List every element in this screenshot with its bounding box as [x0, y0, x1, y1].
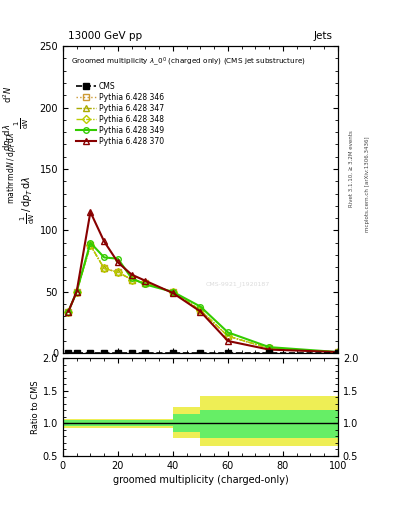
Line: Pythia 6.428 370: Pythia 6.428 370 [66, 209, 341, 355]
Pythia 6.428 346 [198, 307, 203, 313]
Text: Rivet 3.1.10, ≥ 3.2M events: Rivet 3.1.10, ≥ 3.2M events [349, 131, 354, 207]
Pythia 6.428 347 [336, 349, 340, 355]
Pythia 6.428 347 [88, 242, 93, 248]
Line: Pythia 6.428 347: Pythia 6.428 347 [66, 242, 341, 355]
Pythia 6.428 347 [74, 289, 79, 295]
Pythia 6.428 349 [198, 304, 203, 310]
Pythia 6.428 346 [129, 276, 134, 283]
Pythia 6.428 349 [74, 289, 79, 295]
Pythia 6.428 346 [102, 265, 107, 271]
Pythia 6.428 347 [267, 345, 272, 351]
Pythia 6.428 347 [171, 289, 175, 295]
Legend: CMS, Pythia 6.428 346, Pythia 6.428 347, Pythia 6.428 348, Pythia 6.428 349, Pyt: CMS, Pythia 6.428 346, Pythia 6.428 347,… [75, 80, 165, 147]
Pythia 6.428 349 [116, 255, 120, 262]
CMS [102, 350, 107, 356]
Pythia 6.428 349 [171, 289, 175, 295]
CMS [129, 350, 134, 356]
Pythia 6.428 347 [198, 307, 203, 313]
Pythia 6.428 346 [336, 349, 340, 355]
Pythia 6.428 370 [129, 271, 134, 278]
Pythia 6.428 347 [116, 269, 120, 275]
Pythia 6.428 347 [226, 333, 230, 339]
Pythia 6.428 348 [143, 280, 148, 286]
Pythia 6.428 348 [88, 242, 93, 248]
Pythia 6.428 370 [267, 347, 272, 353]
Pythia 6.428 370 [143, 278, 148, 284]
Pythia 6.428 346 [74, 289, 79, 295]
Pythia 6.428 348 [129, 276, 134, 283]
Pythia 6.428 346 [116, 269, 120, 275]
CMS [198, 350, 203, 356]
Text: $\frac{1}{\mathrm{d}N}$: $\frac{1}{\mathrm{d}N}$ [13, 117, 31, 129]
Y-axis label: Ratio to CMS: Ratio to CMS [31, 380, 40, 434]
Pythia 6.428 347 [143, 280, 148, 286]
Pythia 6.428 349 [66, 308, 71, 314]
Pythia 6.428 346 [267, 345, 272, 351]
Text: Jets: Jets [314, 31, 332, 41]
Pythia 6.428 348 [171, 289, 175, 295]
Pythia 6.428 348 [198, 307, 203, 313]
Pythia 6.428 348 [66, 308, 71, 314]
X-axis label: groomed multiplicity (charged-only): groomed multiplicity (charged-only) [112, 475, 288, 485]
CMS [116, 350, 120, 356]
Text: $\mathrm{d}p_T\,\mathrm{d}\lambda$: $\mathrm{d}p_T\,\mathrm{d}\lambda$ [1, 124, 15, 152]
CMS [143, 350, 148, 356]
Pythia 6.428 370 [198, 308, 203, 314]
Pythia 6.428 346 [226, 333, 230, 339]
Pythia 6.428 370 [226, 338, 230, 344]
Pythia 6.428 370 [336, 349, 340, 355]
Pythia 6.428 349 [102, 254, 107, 261]
Pythia 6.428 349 [129, 275, 134, 282]
Line: CMS: CMS [66, 351, 341, 356]
Pythia 6.428 370 [102, 239, 107, 245]
Pythia 6.428 346 [66, 308, 71, 314]
Pythia 6.428 370 [74, 289, 79, 295]
Pythia 6.428 370 [116, 259, 120, 265]
Pythia 6.428 349 [336, 349, 340, 355]
Pythia 6.428 348 [116, 269, 120, 275]
CMS [267, 350, 272, 356]
Y-axis label: $\frac{1}{\mathrm{d}N}\,/\,\mathrm{d}p_T\,\mathrm{d}\lambda$: $\frac{1}{\mathrm{d}N}\,/\,\mathrm{d}p_T… [18, 176, 37, 224]
Pythia 6.428 346 [171, 289, 175, 295]
Pythia 6.428 348 [74, 289, 79, 295]
Pythia 6.428 347 [129, 276, 134, 283]
CMS [88, 350, 93, 356]
Pythia 6.428 370 [171, 290, 175, 296]
CMS [171, 350, 175, 356]
CMS [66, 350, 71, 356]
CMS [74, 350, 79, 356]
Text: CMS-9921_J1920187: CMS-9921_J1920187 [206, 282, 270, 287]
Pythia 6.428 347 [66, 308, 71, 314]
Pythia 6.428 346 [88, 242, 93, 248]
Pythia 6.428 348 [267, 345, 272, 351]
Pythia 6.428 347 [102, 265, 107, 271]
Text: $\mathrm{d}^2N$: $\mathrm{d}^2N$ [2, 86, 14, 103]
Pythia 6.428 348 [102, 265, 107, 271]
Text: $\mathrm{mathrm}\,\mathrm{d}N\,/\,\mathrm{d}p_T\,\mathrm{d}\lambda$: $\mathrm{mathrm}\,\mathrm{d}N\,/\,\mathr… [5, 132, 18, 204]
Pythia 6.428 346 [143, 280, 148, 286]
Pythia 6.428 349 [267, 344, 272, 350]
Line: Pythia 6.428 346: Pythia 6.428 346 [66, 242, 341, 355]
Text: 13000 GeV pp: 13000 GeV pp [68, 31, 143, 41]
CMS [226, 350, 230, 356]
Pythia 6.428 370 [66, 308, 71, 314]
Pythia 6.428 349 [143, 282, 148, 288]
Line: Pythia 6.428 349: Pythia 6.428 349 [66, 240, 341, 355]
Text: Groomed multiplicity $\lambda\_0^0$ (charged only) (CMS jet substructure): Groomed multiplicity $\lambda\_0^0$ (cha… [71, 55, 306, 68]
Line: Pythia 6.428 348: Pythia 6.428 348 [66, 242, 341, 355]
Text: mcplots.cern.ch [arXiv:1306.3436]: mcplots.cern.ch [arXiv:1306.3436] [365, 137, 370, 232]
Pythia 6.428 348 [226, 333, 230, 339]
Pythia 6.428 349 [226, 329, 230, 335]
Pythia 6.428 370 [88, 209, 93, 215]
Pythia 6.428 348 [336, 349, 340, 355]
CMS [336, 350, 340, 356]
Pythia 6.428 349 [88, 240, 93, 246]
